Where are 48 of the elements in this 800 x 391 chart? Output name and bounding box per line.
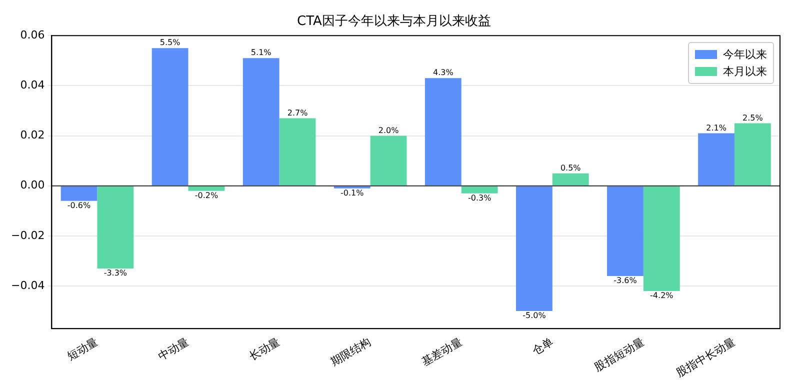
data-label: -0.6% [67, 200, 92, 210]
data-label: -3.6% [614, 276, 638, 286]
x-tick-label: 仓单 [530, 335, 556, 358]
data-label: 2.7% [287, 108, 308, 118]
bar [461, 186, 498, 194]
y-tick-label: −0.04 [10, 278, 45, 292]
data-label: 2.0% [378, 126, 400, 135]
bar [552, 173, 589, 186]
bar [60, 186, 98, 201]
bar [734, 123, 771, 186]
data-label: 4.3% [433, 68, 454, 78]
data-label: 5.1% [250, 48, 272, 58]
chart-title: CTA因子今年以来与本月以来收益 [297, 14, 491, 30]
x-tick-label: 股指短动量 [592, 335, 646, 374]
legend-label: 本月以来 [723, 64, 767, 80]
y-tick-label: 0.06 [20, 28, 45, 42]
data-label: -4.2% [650, 291, 674, 300]
y-tick-label: 0.02 [20, 128, 45, 142]
bar [698, 133, 734, 186]
data-label: -3.3% [104, 268, 128, 278]
bar [188, 186, 225, 191]
bar [242, 58, 280, 186]
bar [516, 186, 552, 312]
x-tick-label: 期限结构 [328, 335, 374, 368]
x-tick-label: 中动量 [156, 335, 192, 363]
x-tick-label: 股指中长动量 [674, 335, 738, 380]
data-label: -5.0% [522, 311, 546, 320]
y-tick-label: 0.04 [20, 78, 45, 92]
bar [370, 136, 407, 186]
bar [424, 78, 462, 186]
bar [152, 48, 188, 186]
x-tick-label: 长动量 [247, 335, 282, 363]
data-label: 0.5% [560, 163, 582, 172]
data-label: 2.1% [706, 123, 727, 132]
bar [279, 118, 316, 186]
x-tick-label: 基差动量 [420, 335, 464, 368]
legend-label: 今年以来 [723, 46, 767, 63]
y-tick-label: 0.00 [20, 178, 45, 192]
data-label: -0.3% [468, 193, 492, 202]
data-label: -0.2% [194, 190, 218, 200]
data-label: -0.1% [340, 188, 364, 198]
x-tick-label: 短动量 [65, 335, 100, 363]
bar [643, 186, 680, 292]
data-label: 2.5% [742, 113, 764, 122]
bar [97, 186, 134, 268]
data-label: 5.5% [160, 38, 181, 48]
bar [607, 186, 644, 276]
y-tick-label: −0.02 [10, 228, 45, 242]
